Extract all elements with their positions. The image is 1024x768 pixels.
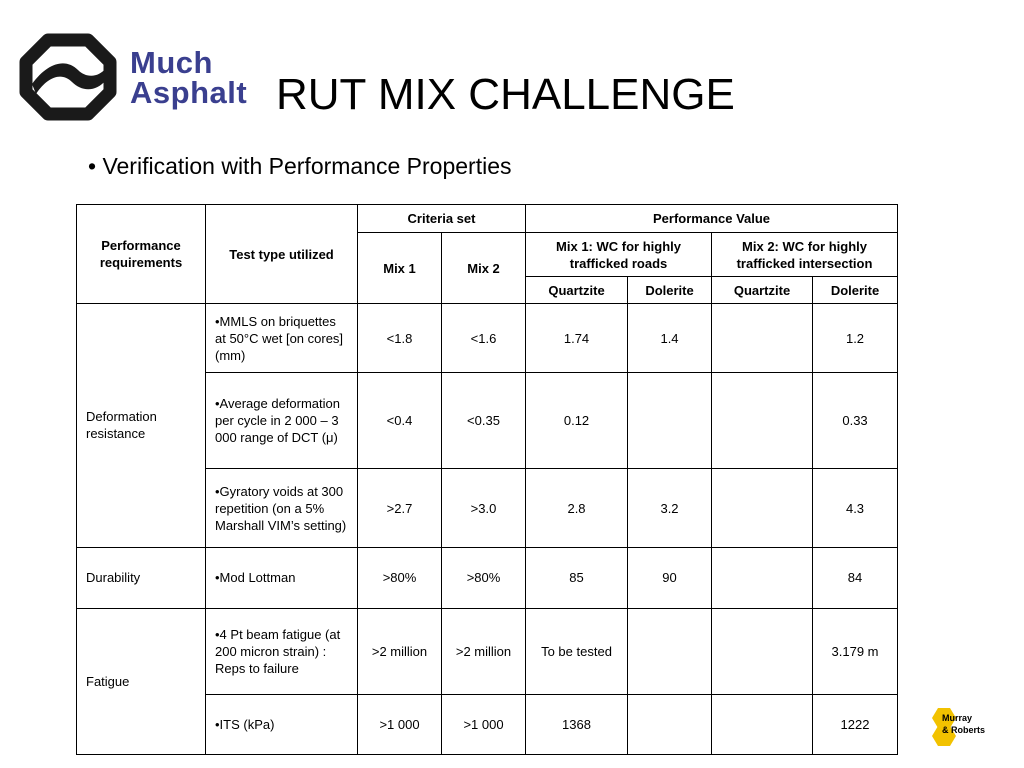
- header-dolerite-1: Dolerite: [627, 276, 713, 305]
- table-row: Fatigue •4 Pt beam fatigue (at 200 micro…: [76, 607, 899, 756]
- mix2-dolerite-cell: 0.33: [812, 372, 899, 470]
- header-performance-value: Performance Value: [525, 203, 899, 234]
- mix1-dolerite-cell: 3.2: [627, 468, 713, 548]
- header-row-2: Mix 1 Mix 2 Mix 1: WC for highly traffic…: [77, 232, 899, 305]
- group-deformation-resistance: Deformation resistance: [76, 303, 206, 548]
- mix2-dolerite-cell: 84: [812, 546, 899, 609]
- table-row: •Average deformation per cycle in 2 000 …: [77, 372, 899, 470]
- test-type-cell: •Mod Lottman: [205, 546, 358, 609]
- group-fatigue: Fatigue: [76, 607, 206, 756]
- header-mix1: Mix 1: [357, 232, 442, 305]
- much-asphalt-logo-text: Much Asphalt: [130, 45, 248, 110]
- mix1-quartzite-cell: 0.12: [525, 372, 629, 470]
- header-row-3: Quartzite Dolerite Quartzite Dolerite: [77, 276, 899, 305]
- test-type-cell: •Gyratory voids at 300 repetition (on a …: [205, 468, 358, 548]
- mix1-quartzite-cell: 2.8: [525, 468, 629, 548]
- mix2-dolerite-cell: 4.3: [812, 468, 899, 548]
- criteria-mix1-cell: >2 million: [357, 607, 442, 695]
- mix1-dolerite-cell: [627, 693, 713, 756]
- header-quartzite-1: Quartzite: [525, 276, 629, 305]
- criteria-mix2-cell: >80%: [440, 546, 527, 609]
- mix1-quartzite-cell: 85: [525, 546, 629, 609]
- criteria-mix1-cell: <0.4: [357, 372, 442, 470]
- mix1-quartzite-cell: 1.74: [525, 303, 629, 374]
- mix1-dolerite-cell: 1.4: [627, 303, 713, 374]
- table-row: •ITS (kPa) >1 000 >1 000 1368 1222: [77, 693, 899, 756]
- mix2-quartzite-cell: [711, 303, 814, 374]
- criteria-mix1-cell: <1.8: [357, 303, 442, 374]
- mix1-quartzite-cell: To be tested: [525, 607, 629, 695]
- header-criteria-set: Criteria set: [356, 203, 527, 234]
- header-quartzite-2: Quartzite: [711, 276, 814, 305]
- logo-line-1: Much: [130, 45, 213, 80]
- mix2-dolerite-cell: 3.179 m: [812, 607, 899, 695]
- header-mix1-desc: Mix 1: WC for highly trafficked roads: [525, 232, 713, 278]
- bullet-text: • Verification with Performance Properti…: [88, 153, 512, 179]
- header-mix2-desc: Mix 2: WC for highly trafficked intersec…: [711, 232, 899, 278]
- mr-logo-line-1: Murray: [942, 713, 972, 723]
- test-type-cell: •MMLS on briquettes at 50°C wet [on core…: [205, 303, 358, 374]
- mix2-quartzite-cell: [711, 372, 814, 470]
- logo-line-2: Asphalt: [130, 75, 248, 110]
- mix2-quartzite-cell: [711, 607, 814, 695]
- mix1-quartzite-cell: 1368: [525, 693, 629, 756]
- header-performance-requirements: Performance requirements: [76, 203, 206, 305]
- criteria-mix2-cell: >3.0: [440, 468, 527, 548]
- header-test-type: Test type utilized: [205, 203, 358, 305]
- mix1-dolerite-cell: [627, 372, 713, 470]
- mr-logo-line-2: & Roberts: [942, 725, 985, 735]
- murray-roberts-logo-icon: Murray & Roberts: [932, 708, 985, 746]
- mix2-dolerite-cell: 1.2: [812, 303, 899, 374]
- mix2-quartzite-cell: [711, 546, 814, 609]
- much-asphalt-logo-icon: [19, 33, 117, 121]
- group-durability: Durability: [76, 546, 206, 609]
- table-row: Deformation resistance •MMLS on briquett…: [76, 303, 899, 548]
- criteria-mix2-cell: <0.35: [440, 372, 527, 470]
- criteria-mix2-cell: >2 million: [440, 607, 527, 695]
- test-type-cell: •4 Pt beam fatigue (at 200 micron strain…: [205, 607, 358, 695]
- mix2-dolerite-cell: 1222: [812, 693, 899, 756]
- test-type-cell: •Average deformation per cycle in 2 000 …: [205, 372, 358, 470]
- criteria-mix2-cell: >1 000: [440, 693, 527, 756]
- table-row: •Gyratory voids at 300 repetition (on a …: [77, 468, 899, 548]
- criteria-mix1-cell: >80%: [357, 546, 442, 609]
- slide-title: RUT MIX CHALLENGE: [276, 70, 735, 119]
- criteria-mix1-cell: >1 000: [357, 693, 442, 756]
- mix1-dolerite-cell: [627, 607, 713, 695]
- performance-table: Performance requirements Test type utili…: [76, 203, 899, 756]
- mix1-dolerite-cell: 90: [627, 546, 713, 609]
- header-row-1: Performance requirements Test type utili…: [76, 203, 899, 305]
- header-mix2: Mix 2: [440, 232, 527, 305]
- table-row: Durability •Mod Lottman >80% >80% 85 90 …: [76, 546, 899, 609]
- test-type-cell: •ITS (kPa): [205, 693, 358, 756]
- header-dolerite-2: Dolerite: [812, 276, 899, 305]
- mix2-quartzite-cell: [711, 468, 814, 548]
- mix2-quartzite-cell: [711, 693, 814, 756]
- criteria-mix2-cell: <1.6: [440, 303, 527, 374]
- criteria-mix1-cell: >2.7: [357, 468, 442, 548]
